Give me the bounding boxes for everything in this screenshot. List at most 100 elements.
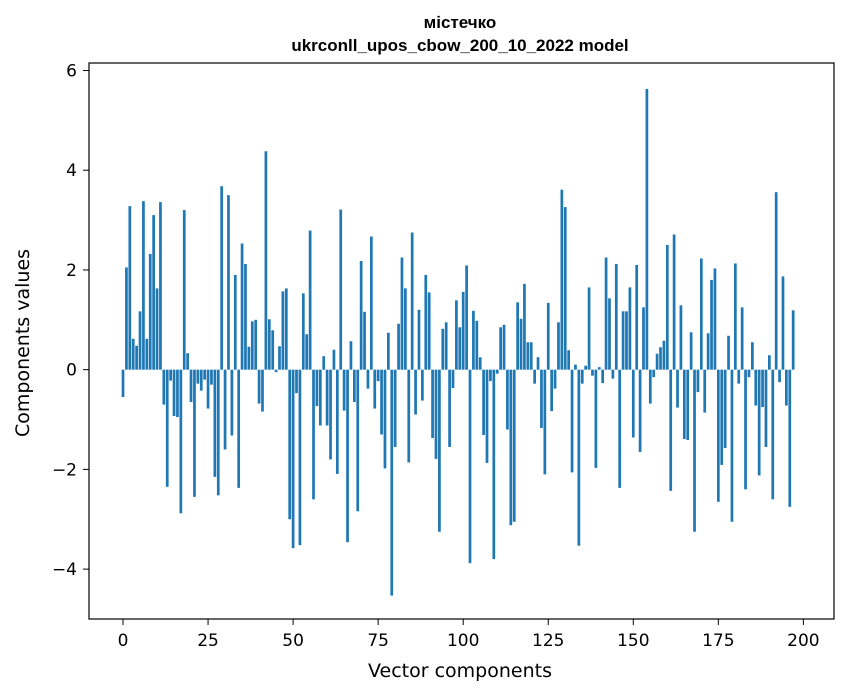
x-axis-ticks: 0 25 50 75 100 125 150 175 200 xyxy=(118,619,820,651)
bar xyxy=(788,369,792,507)
bar xyxy=(421,369,424,401)
bar xyxy=(142,201,145,370)
bar xyxy=(332,349,336,370)
x-tick-label: 25 xyxy=(197,631,219,651)
x-tick-label: 150 xyxy=(617,631,649,651)
bar xyxy=(774,192,778,370)
y-axis-label: Components values xyxy=(12,249,34,437)
bar xyxy=(540,369,543,429)
bar xyxy=(196,369,200,384)
bar xyxy=(301,293,305,370)
bar xyxy=(169,369,172,381)
bar xyxy=(308,230,312,370)
bar xyxy=(366,369,370,389)
bar xyxy=(189,369,193,403)
bar xyxy=(703,369,707,413)
bar xyxy=(574,364,577,370)
x-tick-label: 0 xyxy=(118,631,129,651)
bar xyxy=(482,369,485,435)
bar xyxy=(628,287,632,370)
bar xyxy=(281,291,285,370)
bar xyxy=(254,319,258,370)
bar xyxy=(233,274,237,370)
bar xyxy=(325,369,329,426)
bar xyxy=(131,338,135,370)
bar xyxy=(247,346,251,370)
bar xyxy=(165,369,169,487)
bar xyxy=(618,369,622,488)
bar xyxy=(485,369,489,463)
bar xyxy=(737,369,741,384)
y-tick-label: 0 xyxy=(66,361,77,381)
bar xyxy=(672,234,676,370)
bar xyxy=(240,243,244,370)
bar xyxy=(580,369,584,384)
bar xyxy=(621,311,625,370)
bar xyxy=(223,369,227,450)
bar xyxy=(693,369,696,532)
bar xyxy=(244,263,247,370)
bar xyxy=(380,369,383,435)
bar xyxy=(417,309,421,370)
bar xyxy=(662,340,666,370)
bar xyxy=(723,369,727,448)
bar xyxy=(383,369,387,469)
bar xyxy=(635,264,639,370)
bar xyxy=(699,258,703,370)
bar xyxy=(584,365,588,370)
bar xyxy=(509,369,513,526)
bar xyxy=(506,369,509,430)
bar xyxy=(203,369,207,380)
x-axis-label: Vector components xyxy=(368,660,552,682)
bar xyxy=(339,209,343,370)
x-tick-label: 200 xyxy=(787,631,819,651)
bar xyxy=(710,279,713,370)
bar xyxy=(638,369,642,452)
bar xyxy=(213,369,217,477)
bar xyxy=(587,287,591,370)
bar xyxy=(390,369,394,596)
bar xyxy=(318,369,322,426)
bar xyxy=(186,353,190,370)
bar xyxy=(594,369,598,468)
y-tick-label: −4 xyxy=(52,560,77,580)
bar xyxy=(373,369,377,409)
bar xyxy=(669,369,673,491)
bar xyxy=(499,327,502,370)
bar xyxy=(407,369,411,463)
bar xyxy=(713,268,717,370)
bar xyxy=(376,369,380,382)
bar xyxy=(614,263,618,370)
bar xyxy=(329,369,332,460)
bar xyxy=(410,232,414,370)
bar xyxy=(342,369,346,411)
bar xyxy=(451,369,455,389)
x-tick-label: 175 xyxy=(702,631,734,651)
bar xyxy=(322,356,326,370)
bar xyxy=(631,369,635,438)
bar xyxy=(591,369,594,376)
y-tick-label: 2 xyxy=(66,261,77,281)
bar xyxy=(502,324,506,370)
bar xyxy=(478,357,482,370)
bar xyxy=(267,319,271,370)
y-tick-label: 6 xyxy=(66,61,77,81)
bar xyxy=(764,369,768,447)
bar xyxy=(298,369,302,546)
bar xyxy=(550,369,554,412)
bar xyxy=(659,347,662,370)
bar xyxy=(567,350,571,370)
bar xyxy=(557,322,560,370)
bar xyxy=(754,369,758,406)
bar xyxy=(577,369,581,546)
x-tick-label: 50 xyxy=(282,631,304,651)
bar xyxy=(278,346,281,370)
bar xyxy=(346,369,349,543)
bar xyxy=(655,353,659,370)
bar xyxy=(315,369,319,407)
bar xyxy=(597,367,601,370)
bar xyxy=(785,369,788,406)
bar xyxy=(543,369,547,475)
bar xyxy=(682,369,686,439)
bar xyxy=(162,369,166,405)
